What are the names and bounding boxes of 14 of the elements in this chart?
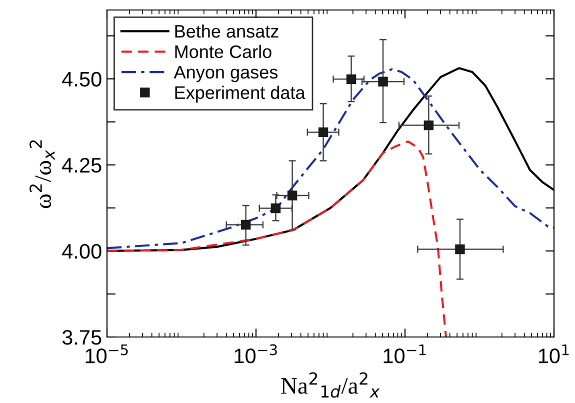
y-tick-label: 4.50 [62, 72, 102, 87]
legend-label: Bethe ansatz [175, 24, 278, 38]
y-tick-label: 4.00 [62, 244, 102, 259]
x-tick-label: 10$^{−3}$ [234, 344, 277, 364]
x-tick-label: 10$^{−1}$ [384, 344, 426, 364]
x-axis-title: Na$^{2}$$_{1d}$/a$^{2}$$_{x}$ [281, 372, 380, 398]
legend-label: Anyon gases [174, 66, 278, 82]
legend-label: Monte Carlo [175, 44, 272, 58]
x-tick-label: 10$^{−5}$ [86, 344, 128, 364]
x-tick-label: 10$^{1}$ [538, 344, 569, 364]
y-tick-label: 3.75 [62, 330, 102, 345]
y-tick-label: 4.25 [62, 158, 102, 173]
legend-label: Experiment data [175, 86, 306, 103]
y-axis-title: ω$^{2}$/ω$_{x}$$^{2}$ [30, 140, 55, 208]
